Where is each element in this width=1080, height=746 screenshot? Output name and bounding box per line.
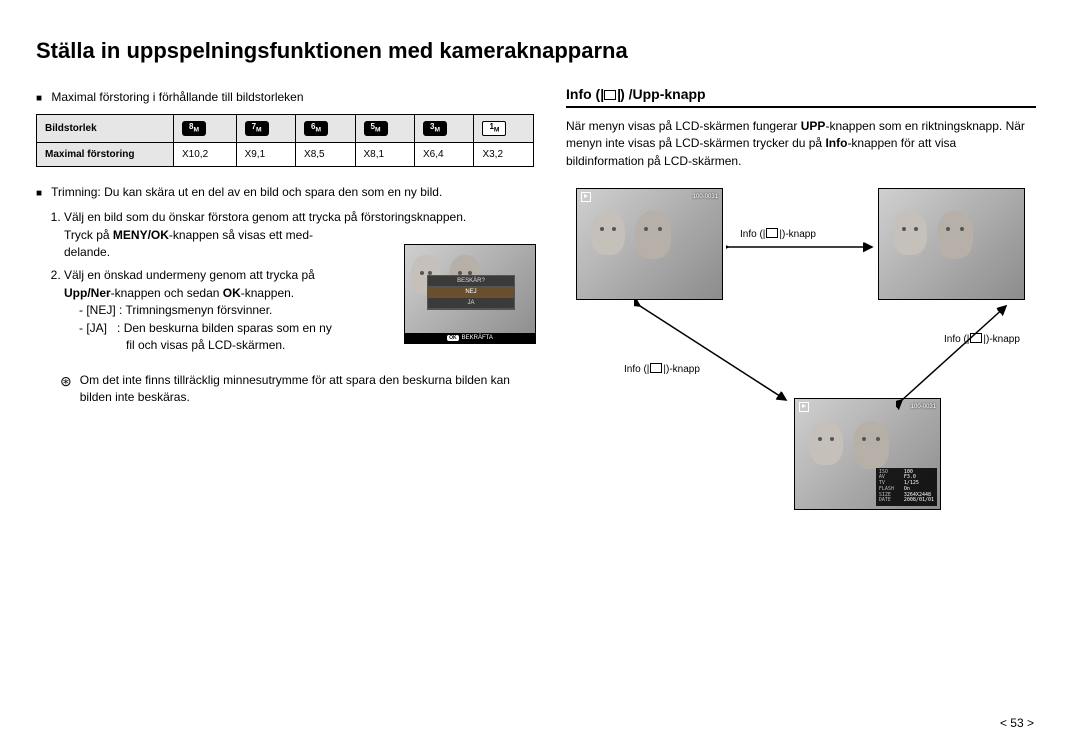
photo-info-overlay: ISO100 AVF3.0 TV1/125 FLASHOn SIZE3264X2…	[876, 468, 937, 507]
td-v2: X8,5	[296, 143, 355, 167]
td-v5: X3,2	[474, 143, 534, 167]
chip-1m: 1M	[482, 121, 506, 136]
sect-a: Info (	[566, 86, 600, 102]
arrow-left-diag	[634, 300, 794, 410]
td-row-label: Maximal förstoring	[37, 143, 174, 167]
th-size: Bildstorlek	[37, 115, 174, 143]
note: ⊛ Om det inte finns tillräcklig minnesut…	[36, 372, 536, 406]
right-column: Info (||) /Upp-knapp När menyn visas på …	[566, 86, 1036, 568]
step1-b2: -knappen så visas ett med-	[169, 228, 313, 242]
section-header: Info (||) /Upp-knapp	[566, 86, 1036, 108]
th-1m: 1M	[474, 115, 534, 143]
note-text: Om det inte finns tillräcklig minnesutry…	[80, 372, 536, 406]
trim-preview: BESKÄR? NEJ JA OK BEKRÄFTA	[404, 244, 536, 344]
play-icon	[581, 192, 591, 202]
thumb-file1: 100-0031	[693, 194, 718, 200]
bullet-max-zoom-text: Maximal förstoring i förhållande till bi…	[51, 90, 303, 104]
ib-dt-l: DATE	[879, 498, 901, 504]
td-v1: X9,1	[236, 143, 295, 167]
square-bullet-icon: ■	[36, 188, 42, 199]
rp-a: När menyn visas på LCD-skärmen fungerar	[566, 119, 801, 133]
label-top: Info (||)-knapp	[740, 228, 816, 240]
info-diagram: 100-0031 100-0031 ISO100	[566, 188, 1036, 568]
thumb-top-right	[878, 188, 1025, 300]
ja-text1: : Den beskurna bilden sparas som en ny	[117, 321, 332, 335]
size-table: Bildstorlek 8M 7M 6M 5M 3M 1M Maximal fö…	[36, 114, 534, 167]
step2-b2: OK	[223, 286, 241, 300]
note-icon: ⊛	[60, 372, 72, 406]
trim-dialog-title: BESKÄR?	[428, 276, 514, 287]
step1-c: delande.	[64, 245, 110, 259]
display-icon	[766, 228, 778, 238]
chip-7m: 7M	[245, 121, 269, 136]
th-3m: 3M	[414, 115, 473, 143]
chip-6m: 6M	[304, 121, 328, 136]
chip-8m: 8M	[182, 121, 206, 136]
step2-b1: Upp/Ner	[64, 286, 111, 300]
step1-line1: Välj en bild som du önskar förstora geno…	[64, 210, 466, 224]
arrow-right-diag	[896, 300, 1016, 410]
arrow-top	[726, 240, 876, 254]
step2-end: -knappen.	[241, 286, 294, 300]
ok-confirm: BEKRÄFTA	[462, 335, 493, 341]
thumb-top-left: 100-0031	[576, 188, 723, 300]
td-v4: X6,4	[414, 143, 473, 167]
page-number: < 53 >	[1000, 716, 1034, 730]
right-paragraph: När menyn visas på LCD-skärmen fungerar …	[566, 118, 1036, 170]
trim-dialog-nej: NEJ	[428, 287, 514, 298]
rp-b2: Info	[825, 136, 847, 150]
ja-label: - [JA]	[79, 321, 107, 335]
ok-chip: OK	[447, 335, 459, 341]
th-7m: 7M	[236, 115, 295, 143]
bullet-trim: ■ Trimning: Du kan skära ut en del av en…	[36, 185, 536, 199]
square-bullet-icon: ■	[36, 93, 42, 104]
bullet-max-zoom: ■ Maximal förstoring i förhållande till …	[36, 90, 536, 104]
th-5m: 5M	[355, 115, 414, 143]
sect-b: ) /Upp-knapp	[620, 86, 706, 102]
td-v3: X8,1	[355, 143, 414, 167]
step1-bold: MENY/OK	[113, 228, 169, 242]
step2-mid: -knappen och sedan	[111, 286, 223, 300]
ib-dt-v: 2008/01/01	[904, 498, 934, 504]
chip-5m: 5M	[364, 121, 388, 136]
trim-dialog-ja: JA	[428, 298, 514, 309]
chip-3m: 3M	[423, 121, 447, 136]
display-icon	[604, 90, 616, 100]
thumb-bottom: 100-0031 ISO100 AVF3.0 TV1/125 FLASHOn S…	[794, 398, 941, 510]
trim-dialog: BESKÄR? NEJ JA	[427, 275, 515, 310]
bullet-trim-text: Trimning: Du kan skära ut en del av en b…	[51, 185, 442, 199]
th-6m: 6M	[296, 115, 355, 143]
step2-a: Välj en önskad undermeny genom att tryck…	[64, 268, 315, 282]
play-icon	[799, 402, 809, 412]
th-8m: 8M	[174, 115, 237, 143]
page-title: Ställa in uppspelningsfunktionen med kam…	[36, 38, 1044, 64]
rp-b1: UPP	[801, 119, 826, 133]
rp-b: -knappen som en riktningsknapp.	[825, 119, 1002, 133]
step1-b1: Tryck på	[64, 228, 113, 242]
trim-okbar: OK BEKRÄFTA	[405, 333, 535, 343]
td-v0: X10,2	[174, 143, 237, 167]
